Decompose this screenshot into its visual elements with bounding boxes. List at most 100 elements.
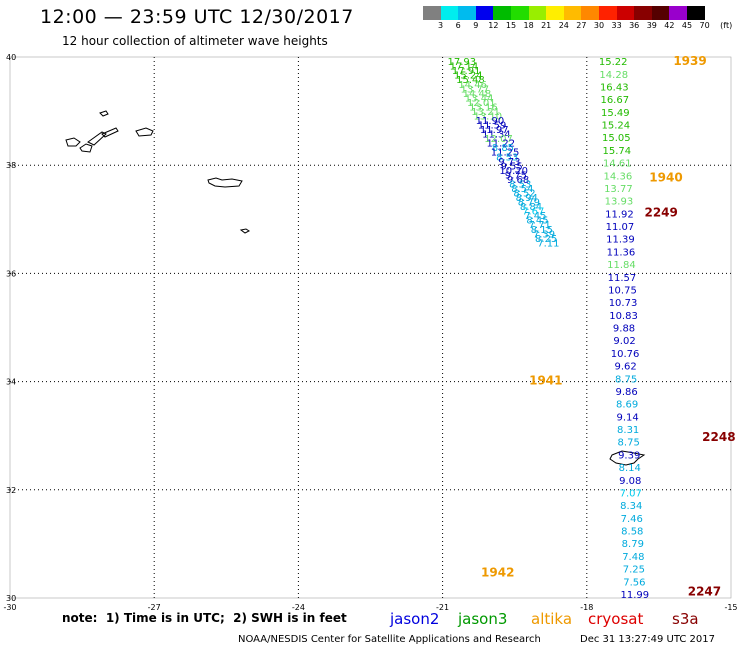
wave-height-value: 13.93 — [605, 197, 634, 208]
wave-height-value: 7.11 — [537, 238, 559, 249]
color-swatch — [563, 6, 582, 20]
map-frame — [9, 56, 732, 599]
coastline-outline — [207, 177, 243, 188]
wave-height-value: 7.48 — [622, 552, 644, 563]
map-title: 12:00 — 23:59 UTC 12/30/2017 — [40, 6, 354, 28]
wave-height-value: 10.76 — [611, 349, 640, 360]
wave-height-value: 14.28 — [599, 70, 628, 81]
color-scale-label: 21 — [541, 21, 552, 30]
color-swatch — [546, 6, 564, 20]
latitude-tick-label: 36 — [6, 269, 16, 278]
color-swatch — [634, 6, 652, 20]
wave-height-value: 9.39 — [618, 450, 640, 461]
wave-height-value: 12.01 — [467, 98, 496, 109]
wave-height-value: 17.14 — [450, 62, 479, 73]
color-scale-label: 12 — [488, 21, 499, 30]
wave-height-value: 8.79 — [518, 198, 540, 209]
wave-height-value: 8.54 — [511, 184, 533, 195]
coastline-outline — [609, 450, 646, 466]
color-swatch — [686, 6, 705, 20]
wave-height-value: 7.67 — [522, 207, 544, 218]
coastline-outline — [101, 127, 119, 138]
wave-height-value: 7.07 — [620, 488, 642, 499]
wave-height-value: 11.39 — [606, 235, 635, 246]
wave-height-value: 11.36 — [607, 247, 636, 258]
color-scale-label: 36 — [629, 21, 640, 30]
wave-height-value: 8.34 — [620, 501, 642, 512]
wave-height-value: 13.44 — [465, 93, 494, 104]
wave-height-value: 10.75 — [608, 285, 637, 296]
wave-height-value: 7.25 — [623, 565, 645, 576]
wave-height-value: 8.85 — [492, 143, 514, 154]
wave-height-value: 11.92 — [605, 209, 634, 220]
color-scale-label: 39 — [646, 21, 657, 30]
wave-height-value: 9.62 — [614, 362, 636, 373]
longitude-tick-label: -27 — [148, 603, 161, 612]
wave-height-value: 15.24 — [601, 121, 630, 132]
wave-height-value: 17.91 — [452, 66, 481, 77]
wave-height-value: 10.83 — [609, 311, 638, 322]
wave-height-value: 11.25 — [491, 148, 520, 159]
color-scale-label: 30 — [593, 21, 605, 30]
wave-height-value: 8.94 — [516, 193, 538, 204]
wave-height-value: 15.48 — [456, 75, 485, 86]
wave-height-value: 15.24 — [454, 71, 483, 82]
pass-time-label: 2248 — [702, 430, 735, 444]
wave-height-value: 9.08 — [619, 476, 641, 487]
color-swatch — [581, 6, 599, 20]
color-scale-bar — [423, 6, 705, 20]
wave-height-value: 16.43 — [600, 82, 629, 93]
latitude-tick-label: 32 — [6, 486, 16, 495]
pass-time-label: 1942 — [481, 565, 514, 579]
wave-height-value: 8.84 — [520, 202, 542, 213]
longitude-tick-label: -21 — [436, 603, 449, 612]
wave-height-value: 9.14 — [617, 412, 639, 423]
latitude-tick-label: 40 — [6, 53, 16, 62]
wave-height-value: 12.07 — [484, 134, 513, 145]
color-scale-labels: 3 6 9 12 15 18 21 24 27 30 33 36 39 42 45 70 (ft) — [423, 21, 740, 33]
wave-height-value: 8.75 — [618, 438, 640, 449]
color-scale-label: 45 — [681, 21, 693, 30]
wave-height-value: 9.55 — [500, 161, 522, 172]
wave-height-value: 13.77 — [460, 84, 489, 95]
color-swatch — [423, 6, 441, 20]
wave-height-value: 8.15 — [531, 225, 553, 236]
wave-height-value: 14.48 — [463, 89, 492, 100]
color-scale-label: 3 — [438, 21, 444, 30]
wave-height-value: 7.39 — [533, 229, 555, 240]
wave-height-value: 11.99 — [621, 590, 650, 601]
legend-entry-jason2: jason2 — [390, 610, 440, 628]
pass-time-label: 1940 — [649, 170, 682, 184]
color-swatch — [651, 6, 670, 20]
legend-entry-cryosat: cryosat — [588, 610, 644, 628]
latitude-tick-label: 34 — [6, 378, 16, 387]
longitude-tick-label: -18 — [580, 603, 593, 612]
wave-height-value: 11.90 — [476, 116, 505, 127]
wave-height-value: 11.07 — [606, 222, 635, 233]
wave-height-value: 8.58 — [621, 527, 643, 538]
coastline-outline — [87, 131, 107, 146]
wave-height-value: 13.77 — [604, 184, 633, 195]
pass-time-label: 2249 — [644, 206, 677, 220]
color-scale-label: 15 — [505, 21, 517, 30]
pass-time-label: 1941 — [529, 373, 562, 387]
credit-footer: NOAA/NESDIS Center for Satellite Applica… — [238, 634, 541, 645]
timestamp-footer: Dec 31 13:27:49 UTC 2017 — [580, 634, 715, 645]
wave-height-value: 15.49 — [601, 108, 630, 119]
units-note: note: 1) Time is in UTC; 2) SWH is in fe… — [62, 611, 347, 625]
wave-height-value: 7.71 — [529, 220, 551, 231]
wave-height-value: 15.74 — [603, 146, 632, 157]
color-scale-label: 33 — [611, 21, 622, 30]
pass-time-label: 2247 — [688, 584, 721, 598]
color-scale-label: 42 — [664, 21, 675, 30]
color-scale-label: 9 — [473, 21, 479, 30]
wave-height-value: 10.73 — [609, 298, 638, 309]
color-swatch — [669, 6, 687, 20]
wave-height-value: 7.45 — [524, 211, 546, 222]
wave-height-value: 11.84 — [607, 260, 636, 271]
wave-height-value: 8.45 — [526, 216, 548, 227]
wave-height-value: 8.52 — [513, 189, 535, 200]
color-swatch — [493, 6, 511, 20]
color-swatch — [616, 6, 635, 20]
